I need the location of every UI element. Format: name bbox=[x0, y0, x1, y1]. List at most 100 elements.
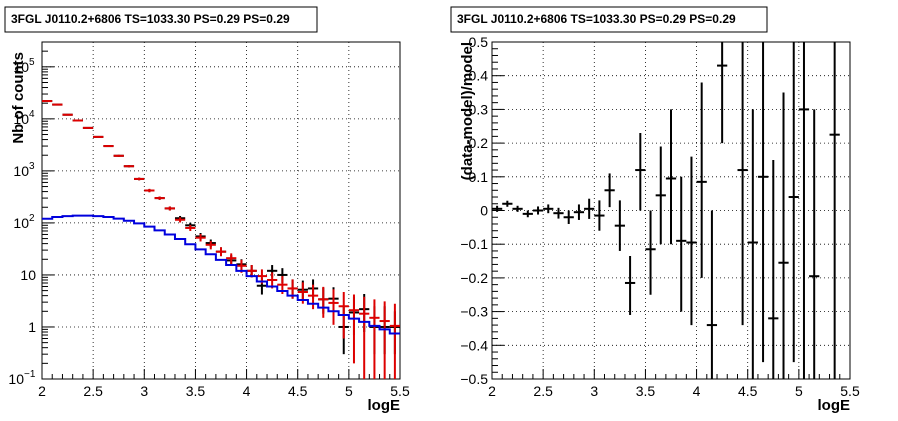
y-tick-label: 0.5 bbox=[469, 34, 489, 50]
data-point bbox=[82, 126, 94, 129]
y-tick-exponent: 3 bbox=[29, 161, 35, 172]
x-tick-label: 3 bbox=[140, 383, 148, 399]
model-curve bbox=[42, 214, 400, 335]
data-point bbox=[604, 173, 615, 208]
x-axis-title: logE bbox=[818, 397, 851, 414]
data-point bbox=[563, 210, 574, 224]
data-point bbox=[757, 42, 769, 363]
x-tick-label: 2.5 bbox=[533, 383, 553, 399]
y-tick-label: 0.4 bbox=[469, 68, 489, 84]
x-tick-label: 5.5 bbox=[390, 383, 410, 399]
y-axis-title: Nb of counts bbox=[10, 52, 27, 144]
y-tick-label: 1 bbox=[28, 319, 36, 335]
data-point bbox=[584, 198, 595, 219]
y-tick-label: −0.1 bbox=[460, 236, 488, 252]
data-point bbox=[42, 100, 53, 103]
data-point bbox=[543, 204, 554, 214]
data-point bbox=[594, 200, 605, 231]
y-tick-label: 0.3 bbox=[469, 101, 489, 117]
y-tick-label: 10 bbox=[20, 267, 36, 283]
x-tick-label: 5 bbox=[795, 383, 803, 399]
x-axis-title: logE bbox=[368, 397, 401, 414]
data-point bbox=[512, 205, 523, 212]
data-point bbox=[553, 207, 564, 219]
y-tick-label: 10 bbox=[13, 59, 29, 75]
data-point bbox=[359, 296, 370, 379]
residuals-panel: 2 2.5 3 3.5 4 4.5 5 5.5 −0.5 −0.4 −0.3 −0.2 −0.1 0 0.1… bbox=[450, 6, 860, 414]
data-point bbox=[573, 204, 585, 220]
data-point bbox=[205, 240, 216, 250]
data-point bbox=[492, 205, 503, 212]
x-tick-label: 2 bbox=[38, 383, 46, 399]
y-tick-label: 0.2 bbox=[469, 135, 489, 151]
data-point bbox=[185, 225, 196, 231]
data-point bbox=[676, 176, 687, 312]
data-point bbox=[379, 301, 390, 379]
data-point bbox=[72, 119, 83, 122]
data-point bbox=[614, 200, 625, 251]
data-point bbox=[103, 145, 114, 148]
y-tick-label: 10 bbox=[13, 163, 29, 179]
data-point bbox=[226, 253, 237, 265]
data-point bbox=[522, 210, 533, 218]
x-tick-label: 5.5 bbox=[840, 383, 860, 399]
data-point bbox=[655, 146, 666, 245]
data-point bbox=[164, 206, 175, 211]
data-point bbox=[809, 109, 820, 379]
x-tick-label: 4.5 bbox=[738, 383, 758, 399]
data-point bbox=[389, 303, 400, 379]
x-tick-label: 4.5 bbox=[288, 383, 308, 399]
data-point bbox=[52, 103, 63, 106]
data-point bbox=[348, 294, 360, 364]
data-point bbox=[318, 286, 329, 318]
data-point bbox=[93, 135, 104, 138]
x-tick-label: 4 bbox=[243, 383, 251, 399]
data-point bbox=[798, 42, 810, 379]
x-tick-label: 3 bbox=[590, 383, 598, 399]
data-point bbox=[665, 109, 677, 245]
data-point bbox=[174, 217, 186, 223]
data-point bbox=[144, 188, 155, 193]
data-point bbox=[788, 42, 799, 363]
x-tick-label: 3.5 bbox=[186, 383, 206, 399]
y-axis-title: (data-model)/model bbox=[459, 42, 476, 180]
data-point bbox=[123, 165, 135, 168]
data-point bbox=[645, 210, 656, 295]
y-tick-label: −0.4 bbox=[460, 337, 488, 353]
data-point bbox=[768, 159, 779, 379]
data-point bbox=[829, 42, 840, 379]
data-point bbox=[696, 82, 707, 278]
data-point bbox=[154, 196, 165, 200]
data-point bbox=[195, 234, 206, 242]
y-tick-label: −0.2 bbox=[460, 270, 488, 286]
x-tick-label: 2.5 bbox=[83, 383, 103, 399]
title-box bbox=[4, 6, 318, 33]
data-point bbox=[215, 247, 227, 257]
data-point bbox=[747, 109, 758, 379]
title-box bbox=[450, 6, 768, 33]
data-point bbox=[706, 210, 718, 379]
x-tick-label: 4 bbox=[693, 383, 701, 399]
chart-title: 3FGL J0110.2+6806 TS=1033.30 PS=0.29 PS=… bbox=[11, 12, 290, 26]
data-point bbox=[635, 132, 646, 211]
y-tick-exponent: −1 bbox=[24, 369, 36, 380]
data-point bbox=[62, 113, 73, 116]
y-tick-exponent: 5 bbox=[29, 57, 35, 68]
x-tick-label: 2 bbox=[488, 383, 496, 399]
x-tick-label: 5 bbox=[345, 383, 353, 399]
y-tick-label: 10 bbox=[8, 371, 24, 387]
y-tick-label: −0.5 bbox=[460, 371, 488, 387]
data-point bbox=[778, 92, 789, 379]
y-tick-label: −0.3 bbox=[460, 304, 488, 320]
data-point bbox=[369, 299, 380, 379]
data-point bbox=[686, 156, 697, 326]
y-tick-label: 10 bbox=[13, 215, 29, 231]
x-tick-label: 3.5 bbox=[636, 383, 656, 399]
data-point bbox=[113, 154, 124, 157]
data-point bbox=[737, 42, 748, 326]
y-tick-exponent: 2 bbox=[29, 213, 35, 224]
data-point bbox=[307, 284, 319, 310]
data-point bbox=[502, 200, 513, 207]
